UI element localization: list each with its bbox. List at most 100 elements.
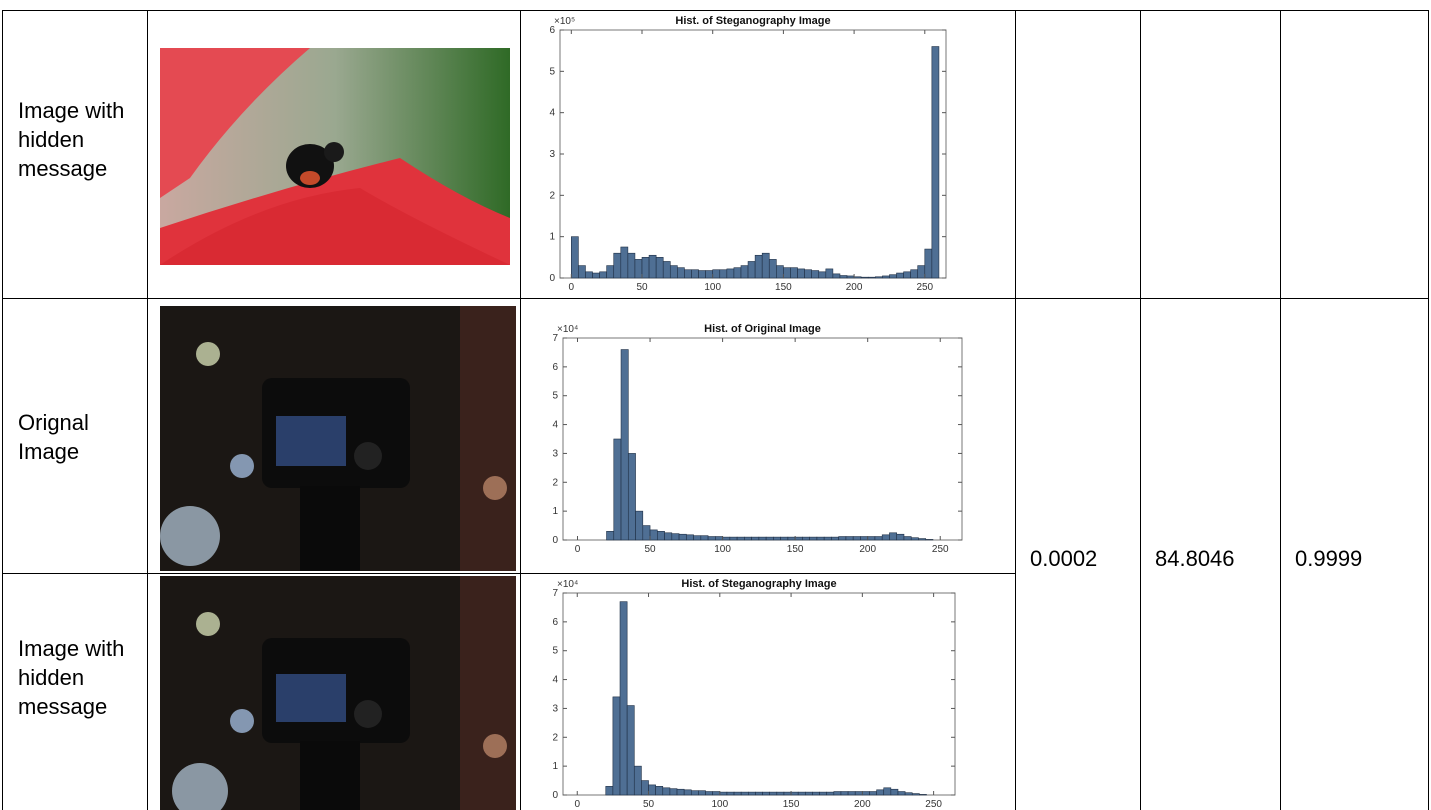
y-tick-label: 7: [552, 333, 558, 344]
x-tick-label: 200: [859, 544, 876, 555]
border: [1140, 10, 1141, 810]
bar: [833, 791, 842, 796]
bar: [783, 267, 791, 279]
bar: [733, 791, 742, 796]
chart-title: Hist. of Steganography Image: [675, 15, 830, 27]
border: [1428, 10, 1429, 810]
photo-ladybug: [160, 48, 510, 265]
bar: [889, 532, 898, 541]
bar: [626, 705, 635, 796]
row-label: Image with hidden message: [18, 98, 125, 181]
bar: [698, 270, 706, 279]
bar: [740, 265, 749, 279]
x-tick-label: 100: [704, 282, 721, 293]
histogram: 0 50 100 150 200 250 0 1 2 3 4 5 6 7×10⁴ Hist. of Steg…: [552, 578, 956, 810]
bar: [911, 793, 920, 796]
bar: [903, 536, 912, 541]
bar: [744, 536, 752, 541]
bar: [832, 273, 841, 279]
bar: [776, 265, 784, 279]
bar: [747, 261, 756, 279]
border: [1015, 10, 1016, 810]
bar: [931, 46, 940, 279]
y-multiplier: ×10⁵: [554, 16, 575, 27]
bar: [794, 536, 803, 541]
y-tick-label: 6: [552, 362, 558, 373]
bar: [669, 788, 678, 796]
bar: [686, 534, 694, 541]
x-tick-label: 150: [787, 544, 804, 555]
bar: [754, 254, 763, 279]
bar: [761, 252, 770, 279]
y-tick-label: 4: [552, 675, 558, 686]
bar: [790, 267, 798, 279]
bar: [896, 272, 904, 279]
bar: [890, 788, 899, 796]
x-tick-label: 100: [714, 544, 731, 555]
bar: [655, 257, 664, 279]
bar: [797, 791, 806, 796]
bar: [860, 536, 868, 541]
bar: [729, 536, 738, 541]
border: [520, 10, 521, 810]
bar: [698, 790, 706, 796]
bar: [869, 791, 877, 796]
bar: [840, 791, 849, 796]
bar: [585, 271, 593, 279]
bar: [790, 791, 799, 796]
bar: [853, 276, 862, 279]
bar: [612, 696, 621, 796]
border: [2, 10, 1429, 11]
bar: [605, 786, 614, 796]
bar: [736, 536, 745, 541]
bar: [648, 254, 657, 279]
bar: [619, 601, 628, 796]
bar: [684, 269, 692, 279]
y-tick-label: 0: [552, 535, 558, 546]
bar: [797, 268, 805, 279]
border: [1280, 10, 1281, 810]
bar: [712, 269, 721, 279]
bar: [634, 259, 643, 279]
bar: [839, 275, 848, 279]
bar: [700, 535, 709, 541]
bar: [707, 536, 716, 541]
bar: [620, 349, 629, 541]
bar: [768, 259, 777, 279]
chart-title: Hist. of Original Image: [704, 323, 821, 335]
bar: [693, 535, 702, 541]
bar: [677, 267, 685, 279]
bar: [924, 248, 933, 279]
y-tick-label: 0: [549, 273, 555, 284]
y-tick-label: 2: [549, 190, 555, 201]
bar: [862, 791, 870, 796]
bar: [678, 533, 687, 541]
bar: [823, 536, 832, 541]
x-tick-label: 250: [925, 799, 942, 810]
bar: [578, 265, 586, 279]
metric: 0.9999: [1295, 546, 1363, 571]
bar: [847, 791, 856, 796]
row-label: Image with hidden message: [18, 636, 125, 719]
bar: [831, 536, 839, 541]
bar: [657, 531, 665, 541]
y-tick-label: 4: [549, 108, 555, 119]
x-tick-label: 250: [916, 282, 933, 293]
bar: [867, 276, 876, 279]
x-tick-label: 150: [783, 799, 800, 810]
y-tick-label: 1: [552, 761, 558, 772]
bar: [758, 536, 767, 541]
bar: [846, 275, 855, 279]
bar: [852, 536, 861, 541]
border: [2, 573, 1015, 574]
border: [147, 10, 148, 810]
bar: [648, 784, 656, 796]
bar: [635, 510, 644, 541]
bar: [897, 791, 906, 796]
bar: [740, 791, 749, 796]
bar: [816, 536, 825, 541]
y-tick-label: 7: [552, 588, 558, 599]
y-tick-label: 4: [552, 420, 558, 431]
bar: [867, 536, 876, 541]
